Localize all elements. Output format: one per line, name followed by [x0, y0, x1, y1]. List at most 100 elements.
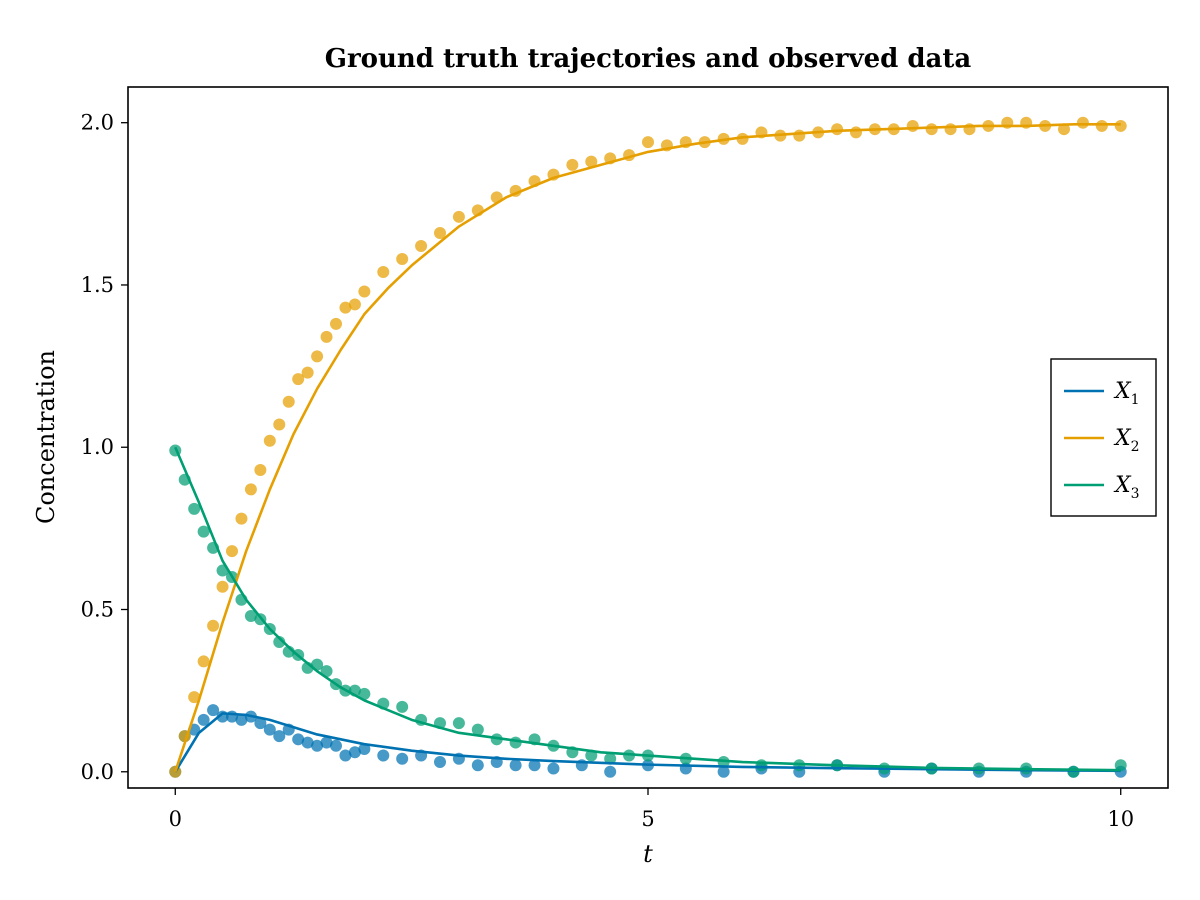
data-point — [358, 285, 371, 298]
data-point — [396, 253, 409, 266]
x-tick-label: 5 — [641, 807, 654, 831]
data-point — [471, 759, 484, 772]
data-point — [717, 765, 730, 778]
data-point — [1114, 759, 1127, 772]
data-point — [273, 730, 286, 743]
data-point — [642, 136, 654, 149]
data-point — [197, 713, 210, 726]
data-point — [273, 635, 286, 648]
data-point — [755, 759, 768, 772]
data-point — [348, 298, 361, 311]
series-1-line — [174, 712, 1121, 773]
data-point — [320, 736, 333, 749]
data-point — [263, 434, 276, 447]
legend-label-base: X — [1113, 379, 1132, 404]
data-point — [188, 502, 201, 515]
data-point — [244, 609, 257, 622]
legend-label-subscript: 1 — [1131, 392, 1140, 408]
data-point — [207, 619, 220, 632]
data-point — [197, 655, 210, 668]
data-point — [452, 717, 465, 730]
data-point — [944, 123, 957, 136]
legend-label-subscript: 3 — [1131, 486, 1140, 502]
data-point — [282, 395, 295, 408]
data-point — [263, 723, 276, 736]
data-point — [396, 700, 409, 713]
data-point — [585, 155, 598, 168]
x-axis-label: t — [643, 840, 653, 868]
y-tick-label: 0.0 — [81, 760, 114, 784]
legend-label-base: X — [1113, 426, 1132, 451]
data-point — [226, 545, 238, 558]
x-tick-label: 10 — [1107, 807, 1134, 831]
data-point — [906, 119, 919, 132]
y-tick-label: 1.0 — [81, 435, 114, 459]
data-point — [471, 723, 484, 736]
data-point — [339, 749, 352, 762]
data-point — [188, 691, 201, 704]
y-axis: 0.0 0.5 1.0 1.5 2.0 — [81, 111, 128, 784]
chart-title: Ground truth trajectories and observed d… — [325, 44, 972, 74]
data-point — [339, 301, 352, 314]
data-point — [925, 123, 938, 136]
data-point — [254, 463, 267, 476]
data-point — [452, 210, 465, 223]
data-point — [330, 317, 342, 330]
data-point — [547, 762, 560, 775]
y-tick-label: 2.0 — [81, 111, 114, 135]
data-point — [311, 350, 324, 363]
data-point — [528, 759, 541, 772]
legend-label: X1 — [1113, 379, 1140, 408]
data-point — [1076, 116, 1089, 129]
data-point — [509, 759, 522, 772]
y-tick-label: 0.5 — [81, 598, 114, 622]
data-point — [396, 752, 409, 765]
x-tick-label: 0 — [169, 807, 182, 831]
data-point — [301, 366, 314, 379]
data-point — [566, 158, 579, 171]
legend-label: X2 — [1113, 426, 1140, 455]
data-point — [292, 733, 305, 746]
legend-label: X3 — [1113, 473, 1140, 502]
y-tick-label: 1.5 — [81, 273, 114, 297]
data-point — [604, 765, 617, 778]
data-point — [244, 483, 257, 496]
data-point — [1114, 119, 1127, 132]
data-point — [311, 739, 324, 752]
data-point — [358, 743, 371, 756]
legend-label-base: X — [1113, 473, 1132, 498]
data-point — [434, 227, 446, 240]
data-point — [330, 739, 342, 752]
data-point — [216, 580, 229, 593]
data-point — [358, 687, 371, 700]
data-point — [292, 373, 305, 386]
data-point — [235, 713, 248, 726]
data-point — [415, 240, 428, 253]
data-point — [197, 525, 210, 538]
data-point — [1058, 123, 1070, 136]
data-point — [254, 717, 267, 730]
data-point — [207, 704, 220, 717]
data-point — [793, 129, 806, 142]
data-point — [377, 749, 390, 762]
data-point — [320, 330, 333, 343]
data-point — [169, 765, 182, 778]
series-2-line — [174, 123, 1121, 773]
x-axis: 0 5 10 — [169, 788, 1134, 831]
data-point — [301, 736, 314, 749]
data-point — [273, 418, 286, 431]
data-point — [1095, 119, 1108, 132]
data-point — [377, 265, 390, 278]
data-layer — [169, 116, 1127, 778]
data-point — [850, 126, 862, 139]
series-3-line — [174, 446, 1121, 772]
y-axis-label: Concentration — [32, 350, 60, 524]
legend-label-subscript: 2 — [1131, 439, 1140, 455]
data-point — [509, 736, 522, 749]
data-point — [348, 746, 361, 759]
data-point — [831, 123, 844, 136]
data-point — [434, 756, 446, 769]
